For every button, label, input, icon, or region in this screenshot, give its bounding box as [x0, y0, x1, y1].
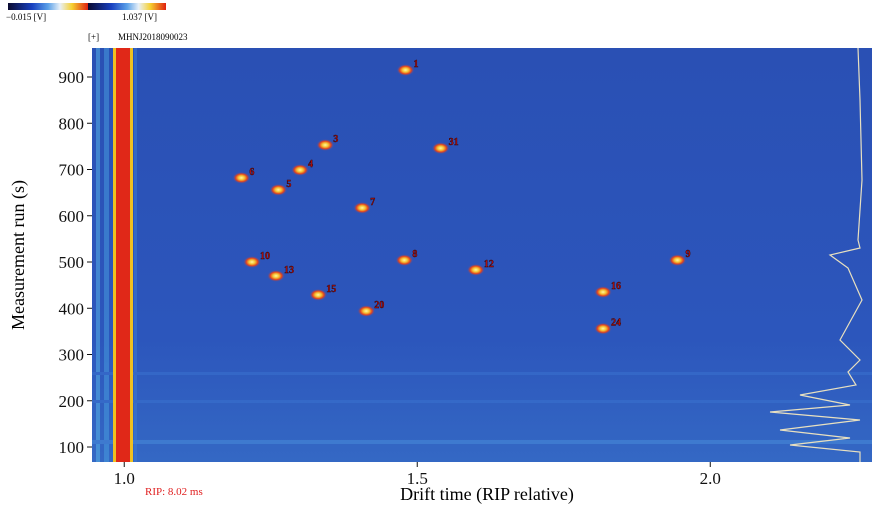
spectrum-trace	[769, 47, 863, 462]
peak-label: 3	[333, 134, 338, 145]
sample-name: MHNJ2018090023	[118, 32, 188, 42]
peak	[594, 286, 613, 299]
peak	[291, 163, 310, 176]
peak	[267, 269, 286, 282]
y-tick-label: 200	[59, 392, 85, 411]
rip-edge	[130, 48, 133, 462]
peak	[395, 254, 414, 267]
expand-button[interactable]: [+]	[88, 32, 99, 42]
colorbar	[8, 3, 88, 10]
peak	[309, 288, 328, 301]
peak	[316, 138, 335, 151]
peak-label: 7	[370, 197, 375, 208]
y-tick-label: 500	[59, 253, 85, 272]
peak	[396, 64, 415, 77]
y-tick-label: 100	[59, 438, 85, 457]
peak-label: 5	[286, 179, 291, 190]
peak-label: 9	[685, 249, 690, 260]
peak	[668, 254, 687, 267]
peak-label: 8	[412, 249, 417, 260]
rip-label: RIP: 8.02 ms	[145, 486, 203, 498]
peak-label: 10	[260, 251, 270, 262]
y-tick-label: 600	[59, 207, 85, 226]
peak-label: 31	[449, 137, 459, 148]
peak	[357, 305, 376, 318]
peak-label: 12	[484, 259, 494, 270]
colorbar	[88, 3, 166, 10]
streaks	[92, 48, 872, 462]
peak	[431, 142, 450, 155]
peak-label: 6	[249, 167, 254, 178]
y-tick-label: 300	[59, 346, 85, 365]
x-tick-label: 1.5	[407, 469, 428, 488]
rip-band	[116, 48, 130, 462]
peak	[594, 322, 613, 335]
y-axis-title: Measurement run (s)	[8, 180, 29, 330]
x-tick-label: 2.0	[700, 469, 721, 488]
peak	[466, 263, 485, 276]
plot-area	[92, 48, 872, 462]
peak-label: 4	[308, 159, 313, 170]
peak	[242, 256, 261, 269]
colorbar-max: 1.037 [V]	[122, 12, 157, 22]
rip-edge	[113, 48, 116, 462]
peak-label: 24	[611, 318, 621, 329]
peak-label: 15	[326, 284, 336, 295]
y-tick-label: 700	[59, 161, 85, 180]
y-tick-label: 800	[59, 114, 85, 133]
y-tick-label: 900	[59, 68, 85, 87]
peak-label: 1	[414, 59, 419, 70]
peak	[269, 183, 288, 196]
x-axis-title: Drift time (RIP relative)	[400, 484, 574, 505]
peak	[232, 171, 251, 184]
colorbar-min: −0.015 [V]	[6, 12, 46, 22]
y-tick-label: 400	[59, 299, 85, 318]
x-tick-label: 1.0	[114, 469, 135, 488]
peak-label: 13	[284, 265, 294, 276]
peak-label: 16	[611, 281, 621, 292]
peak-label: 20	[374, 300, 384, 311]
peak	[353, 201, 372, 214]
